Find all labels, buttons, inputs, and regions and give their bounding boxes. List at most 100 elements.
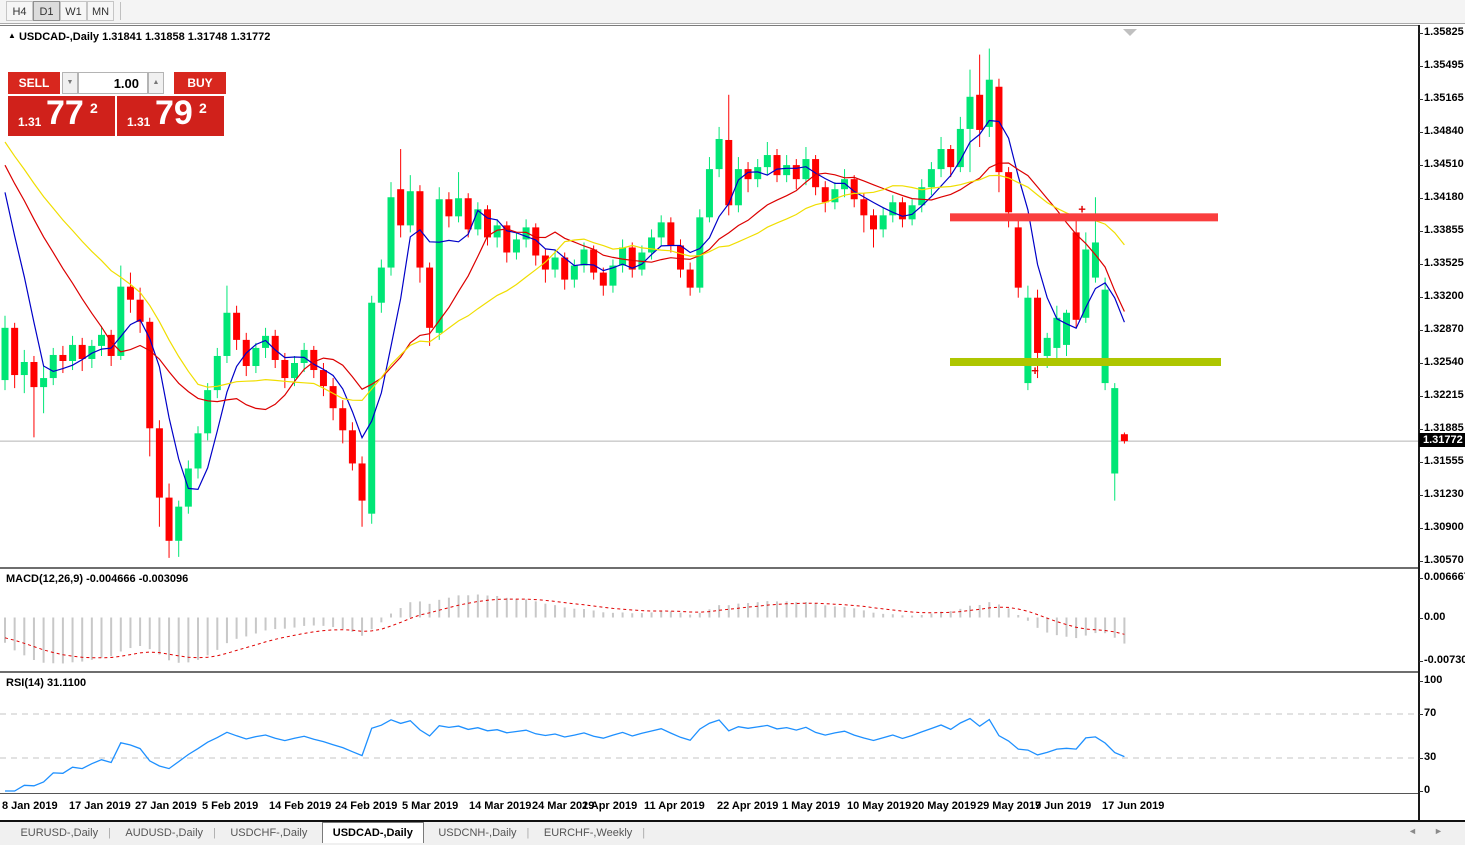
tab-separator xyxy=(108,827,111,839)
rsi-label: RSI(14) 31.1100 xyxy=(6,677,86,689)
price-axis-label: 1.32215 xyxy=(1419,388,1464,401)
sell-price-prefix: 1.31 xyxy=(18,115,42,129)
price-axis-label: 1.33200 xyxy=(1419,289,1464,302)
trade-marker: + xyxy=(1078,201,1086,216)
rsi-chart xyxy=(0,713,1418,792)
chart-tab-bar: EURUSD-,Daily AUDUSD-,Daily USDCHF-,Dail… xyxy=(0,822,1465,845)
date-axis-label: 5 Feb 2019 xyxy=(202,800,259,812)
buy-price-sup: 2 xyxy=(199,100,207,116)
tabbar-top-border xyxy=(0,820,1465,822)
sell-price-big: 77 xyxy=(46,94,84,132)
price-axis-label: 1.34840 xyxy=(1419,124,1464,137)
buy-button[interactable]: BUY xyxy=(174,72,226,94)
main-chart-panel[interactable]: + + ▲ USDCAD-,Daily 1.31841 1.31858 1.317… xyxy=(0,25,1418,568)
date-axis-label: 22 Apr 2019 xyxy=(717,800,779,812)
price-axis-label: 1.35495 xyxy=(1419,59,1464,72)
price-axis-label: 1.30900 xyxy=(1419,520,1464,533)
price-axis-label: 1.33855 xyxy=(1419,223,1464,236)
timeframe-button-h4[interactable]: H4 xyxy=(6,1,33,21)
rsi-axis-label: 70 xyxy=(1418,707,1437,719)
volume-input[interactable] xyxy=(78,72,148,94)
toolbar-separator xyxy=(120,2,121,20)
volume-increase-button[interactable]: ▲ xyxy=(148,72,164,94)
timeframe-button-mn[interactable]: MN xyxy=(87,1,114,21)
panel-splitter[interactable] xyxy=(0,567,1465,569)
date-axis-label: 14 Feb 2019 xyxy=(269,800,332,812)
chart-ohlc-values: 1.31841 1.31858 1.31748 1.31772 xyxy=(102,31,271,43)
price-axis-label: 1.32540 xyxy=(1419,356,1464,368)
current-price-tag: 1.31772 xyxy=(1419,433,1465,448)
tab-scroll-right-icon[interactable]: ► xyxy=(1434,826,1443,836)
tab-scroll-left-icon[interactable]: ◄ xyxy=(1408,826,1417,836)
buy-price-big: 79 xyxy=(155,94,193,132)
macd-axis-label: -0.007308 xyxy=(1419,654,1465,666)
chevron-up-icon: ▲ xyxy=(152,79,160,86)
resistance-line xyxy=(950,213,1218,222)
tab-eurchf-weekly[interactable]: EURCHF-,Weekly xyxy=(543,827,633,839)
trade-marker: + xyxy=(1031,363,1039,378)
chart-title: ▲ USDCAD-,Daily 1.31841 1.31858 1.31748 … xyxy=(8,31,270,43)
date-axis-label: 24 Mar 2019 xyxy=(532,800,595,812)
tab-separator xyxy=(527,827,530,839)
rsi-indicator-value: 31.1100 xyxy=(46,677,87,689)
macd-chart xyxy=(4,594,1126,664)
price-axis-label: 1.30570 xyxy=(1419,553,1464,566)
date-axis-label: 17 Jan 2019 xyxy=(69,800,131,812)
macd-label: MACD(12,26,9) -0.004666 -0.003096 xyxy=(6,573,188,585)
tab-usdcnh-daily[interactable]: USDCNH-,Daily xyxy=(438,827,517,839)
rsi-axis-label: 0 xyxy=(1418,784,1431,796)
chart-shift-icon xyxy=(1123,29,1137,36)
date-axis-label: 5 Mar 2019 xyxy=(402,800,459,812)
timeframe-toolbar: H4 D1 W1 MN xyxy=(0,0,1465,24)
date-axis-label: 2 Apr 2019 xyxy=(582,800,638,812)
price-axis-label: 1.33525 xyxy=(1419,257,1464,270)
sell-button[interactable]: SELL xyxy=(8,72,60,94)
timeframe-button-w1[interactable]: W1 xyxy=(60,1,87,21)
price-axis-label: 1.31555 xyxy=(1419,454,1464,467)
tab-eurusd-daily[interactable]: EURUSD-,Daily xyxy=(20,827,99,839)
date-axis-label: 20 May 2019 xyxy=(912,800,977,812)
date-axis-label: 11 Apr 2019 xyxy=(644,800,705,812)
collapse-panel-icon[interactable]: ▲ xyxy=(8,31,16,40)
sell-price-box[interactable]: 1.31 77 2 xyxy=(8,94,115,136)
volume-decrease-button[interactable]: ▼ xyxy=(62,72,78,94)
timeframe-button-d1[interactable]: D1 xyxy=(33,1,60,21)
tab-separator xyxy=(213,827,216,839)
date-axis-label: 10 May 2019 xyxy=(847,800,912,812)
tab-usdchf-daily[interactable]: USDCHF-,Daily xyxy=(230,827,308,839)
date-axis-label: 1 May 2019 xyxy=(782,800,841,812)
buy-price-prefix: 1.31 xyxy=(127,115,151,129)
candlestick-chart[interactable]: ++ xyxy=(0,26,1418,568)
date-axis-label: 14 Mar 2019 xyxy=(469,800,532,812)
sell-price-sup: 2 xyxy=(90,100,98,116)
price-axis-label: 1.35825 xyxy=(1419,26,1464,38)
macd-axis-label: 0.006667 xyxy=(1419,571,1465,583)
panel-splitter-2[interactable] xyxy=(0,671,1465,673)
rsi-axis-label: 30 xyxy=(1418,751,1437,763)
price-axis-label: 1.34510 xyxy=(1419,158,1464,171)
chart-symbol-label: USDCAD-,Daily xyxy=(18,31,100,43)
macd-indicator-name: MACD(12,26,9) xyxy=(6,573,84,585)
buy-price-box[interactable]: 1.31 79 2 xyxy=(117,94,224,136)
date-axis-label: 17 Jun 2019 xyxy=(1102,800,1165,812)
price-axis-label: 1.31230 xyxy=(1419,487,1464,500)
chevron-down-icon: ▼ xyxy=(66,79,74,86)
macd-panel[interactable]: MACD(12,26,9) -0.004666 -0.003096 xyxy=(0,570,1418,671)
tab-audusd-daily[interactable]: AUDUSD-,Daily xyxy=(125,827,204,839)
macd-indicator-values: -0.004666 -0.003096 xyxy=(86,573,189,585)
price-axis-label: 1.35165 xyxy=(1419,92,1464,105)
price-scale[interactable] xyxy=(1420,25,1465,820)
tab-usdcad-daily[interactable]: USDCAD-,Daily xyxy=(321,822,424,843)
date-axis-label: 27 Jan 2019 xyxy=(135,800,197,812)
price-axis-label: 1.32870 xyxy=(1419,322,1464,335)
date-axis-label: 29 May 2019 xyxy=(977,800,1042,812)
rsi-panel[interactable]: RSI(14) 31.1100 xyxy=(0,674,1418,793)
price-axis-label: 1.34180 xyxy=(1419,191,1464,204)
date-axis-label: 7 Jun 2019 xyxy=(1035,800,1092,812)
price-axis-label: 1.31885 xyxy=(1419,421,1464,434)
tab-separator xyxy=(642,827,645,839)
macd-axis-label: 0.00 xyxy=(1418,610,1446,623)
date-axis-label: 8 Jan 2019 xyxy=(2,800,58,812)
support-line xyxy=(950,357,1221,366)
date-axis[interactable]: 8 Jan 2019 17 Jan 2019 27 Jan 2019 5 Feb 20… xyxy=(0,793,1418,821)
